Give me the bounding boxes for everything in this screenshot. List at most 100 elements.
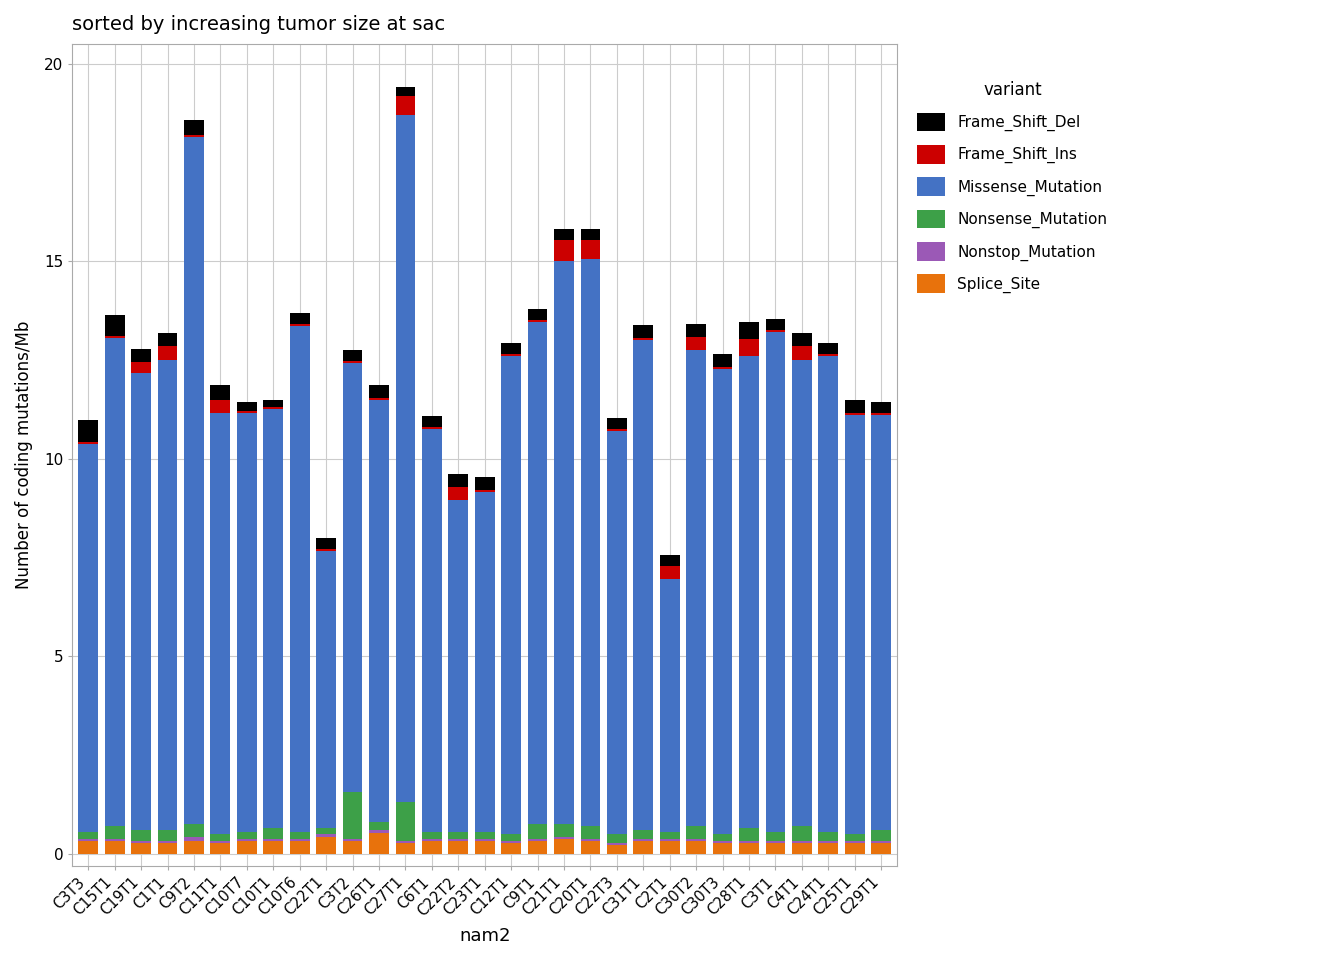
Bar [263, 841, 284, 853]
Bar [792, 843, 812, 853]
Bar [712, 354, 732, 368]
Bar [871, 843, 891, 853]
Bar [871, 413, 891, 415]
Bar [528, 824, 547, 839]
Bar [316, 833, 336, 837]
Bar [184, 841, 204, 853]
Bar [739, 843, 759, 853]
Bar [370, 397, 388, 399]
Bar [184, 825, 204, 837]
Bar [78, 420, 98, 443]
Bar [449, 500, 468, 831]
Bar [633, 841, 653, 853]
Bar [528, 839, 547, 841]
Bar [422, 839, 442, 841]
Bar [290, 831, 309, 839]
Bar [449, 839, 468, 841]
Bar [474, 839, 495, 841]
Bar [633, 829, 653, 839]
Bar [316, 828, 336, 833]
Bar [237, 413, 257, 831]
Bar [474, 492, 495, 831]
Bar [395, 86, 415, 96]
Bar [818, 353, 839, 355]
Bar [237, 831, 257, 839]
Bar [554, 837, 574, 839]
Bar [528, 309, 547, 320]
Bar [157, 359, 177, 829]
Bar [343, 841, 363, 853]
Bar [105, 338, 125, 826]
Bar [105, 839, 125, 841]
Bar [660, 555, 680, 565]
Bar [290, 313, 309, 324]
Bar [660, 565, 680, 579]
Bar [395, 114, 415, 802]
Bar [290, 326, 309, 831]
Bar [766, 319, 785, 330]
Bar [290, 324, 309, 326]
Bar [845, 843, 864, 853]
Bar [687, 324, 706, 337]
Bar [237, 411, 257, 413]
Bar [78, 839, 98, 841]
Bar [132, 841, 151, 843]
Bar [687, 826, 706, 839]
Bar [581, 228, 601, 240]
Bar [132, 843, 151, 853]
Text: sorted by increasing tumor size at sac: sorted by increasing tumor size at sac [73, 15, 445, 34]
Bar [818, 843, 839, 853]
Bar [343, 364, 363, 792]
Bar [818, 343, 839, 353]
Bar [184, 137, 204, 825]
Bar [712, 370, 732, 833]
Bar [132, 362, 151, 373]
Bar [105, 315, 125, 336]
Bar [316, 549, 336, 551]
Bar [501, 833, 521, 841]
Bar [687, 349, 706, 826]
Bar [554, 824, 574, 837]
Bar [607, 845, 626, 853]
Bar [211, 399, 230, 413]
Bar [237, 402, 257, 411]
Bar [449, 473, 468, 487]
Bar [581, 841, 601, 853]
Bar [395, 96, 415, 114]
Bar [370, 399, 388, 823]
Bar [581, 240, 601, 259]
Bar [263, 828, 284, 839]
Bar [105, 841, 125, 853]
Bar [184, 135, 204, 137]
Bar [739, 322, 759, 339]
X-axis label: nam2: nam2 [458, 927, 511, 945]
Bar [818, 831, 839, 841]
Bar [184, 837, 204, 841]
Bar [422, 428, 442, 831]
Bar [739, 355, 759, 828]
Bar [370, 832, 388, 853]
Bar [237, 841, 257, 853]
Bar [157, 347, 177, 359]
Bar [316, 551, 336, 828]
Bar [78, 443, 98, 444]
Bar [184, 120, 204, 135]
Bar [370, 385, 388, 397]
Bar [660, 579, 680, 831]
Bar [132, 373, 151, 829]
Bar [845, 399, 864, 413]
Bar [78, 831, 98, 839]
Bar [633, 340, 653, 829]
Bar [157, 843, 177, 853]
Bar [395, 841, 415, 843]
Bar [263, 399, 284, 407]
Bar [739, 339, 759, 355]
Bar [157, 841, 177, 843]
Bar [422, 416, 442, 426]
Bar [871, 841, 891, 843]
Bar [449, 841, 468, 853]
Bar [78, 444, 98, 831]
Bar [554, 240, 574, 261]
Bar [660, 841, 680, 853]
Bar [712, 368, 732, 370]
